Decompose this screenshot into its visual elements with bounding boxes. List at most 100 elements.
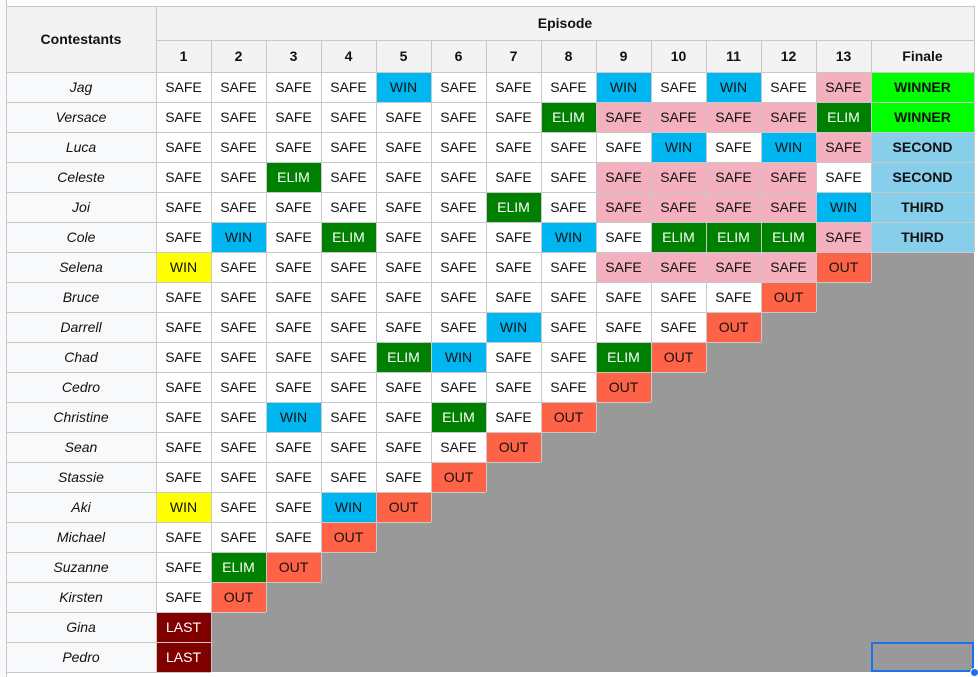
episode-column-header[interactable]: 5 bbox=[376, 40, 431, 72]
episode-result-cell[interactable]: SAFE bbox=[156, 312, 211, 342]
episode-result-cell[interactable]: ELIM bbox=[486, 192, 541, 222]
finale-result-cell[interactable]: SECOND bbox=[871, 162, 974, 192]
contestant-name[interactable]: Cedro bbox=[6, 372, 156, 402]
episode-result-cell[interactable]: SAFE bbox=[156, 372, 211, 402]
episode-result-cell[interactable]: OUT bbox=[266, 552, 321, 582]
episode-result-cell[interactable]: SAFE bbox=[266, 252, 321, 282]
episode-result-cell[interactable]: SAFE bbox=[541, 282, 596, 312]
episode-result-cell[interactable]: SAFE bbox=[651, 192, 706, 222]
episode-result-cell[interactable]: SAFE bbox=[266, 132, 321, 162]
episode-result-cell[interactable]: SAFE bbox=[156, 222, 211, 252]
episode-result-cell[interactable]: OUT bbox=[431, 462, 486, 492]
episode-result-cell[interactable]: SAFE bbox=[486, 402, 541, 432]
episode-result-cell[interactable]: SAFE bbox=[266, 462, 321, 492]
episode-result-cell[interactable]: SAFE bbox=[156, 582, 211, 612]
episode-column-header[interactable]: 6 bbox=[431, 40, 486, 72]
episode-result-cell[interactable]: ELIM bbox=[541, 102, 596, 132]
episode-result-cell[interactable]: OUT bbox=[596, 372, 651, 402]
episode-result-cell[interactable]: SAFE bbox=[211, 372, 266, 402]
episode-result-cell[interactable]: SAFE bbox=[431, 162, 486, 192]
episode-result-cell[interactable]: SAFE bbox=[376, 282, 431, 312]
episode-result-cell[interactable]: SAFE bbox=[541, 252, 596, 282]
episode-result-cell[interactable]: SAFE bbox=[541, 372, 596, 402]
contestant-name[interactable]: Cole bbox=[6, 222, 156, 252]
episode-result-cell[interactable]: OUT bbox=[816, 252, 871, 282]
episode-column-header[interactable]: 10 bbox=[651, 40, 706, 72]
episode-result-cell[interactable]: WIN bbox=[651, 132, 706, 162]
episode-result-cell[interactable]: SAFE bbox=[431, 192, 486, 222]
contestant-name[interactable]: Kirsten bbox=[6, 582, 156, 612]
contestant-name[interactable]: Darrell bbox=[6, 312, 156, 342]
episode-result-cell[interactable]: OUT bbox=[706, 312, 761, 342]
episode-result-cell[interactable]: SAFE bbox=[486, 282, 541, 312]
episode-result-cell[interactable]: SAFE bbox=[321, 372, 376, 402]
episode-result-cell[interactable]: OUT bbox=[486, 432, 541, 462]
episode-result-cell[interactable]: SAFE bbox=[321, 72, 376, 102]
episode-result-cell[interactable]: SAFE bbox=[651, 282, 706, 312]
episode-result-cell[interactable]: SAFE bbox=[376, 312, 431, 342]
episode-result-cell[interactable]: SAFE bbox=[376, 462, 431, 492]
episode-column-header[interactable]: 7 bbox=[486, 40, 541, 72]
episode-result-cell[interactable]: SAFE bbox=[321, 462, 376, 492]
contestants-header[interactable]: Contestants bbox=[6, 6, 156, 72]
episode-result-cell[interactable]: SAFE bbox=[706, 162, 761, 192]
contestant-name[interactable]: Aki bbox=[6, 492, 156, 522]
episode-result-cell[interactable]: OUT bbox=[211, 582, 266, 612]
episode-column-header[interactable]: 11 bbox=[706, 40, 761, 72]
episode-column-header[interactable]: 13 bbox=[816, 40, 871, 72]
episode-result-cell[interactable]: SAFE bbox=[321, 162, 376, 192]
episode-result-cell[interactable]: SAFE bbox=[596, 102, 651, 132]
episode-result-cell[interactable]: SAFE bbox=[156, 132, 211, 162]
contestant-name[interactable]: Gina bbox=[6, 612, 156, 642]
episode-result-cell[interactable]: SAFE bbox=[651, 252, 706, 282]
contestant-name[interactable]: Christine bbox=[6, 402, 156, 432]
episode-result-cell[interactable]: SAFE bbox=[211, 72, 266, 102]
contestant-name[interactable]: Bruce bbox=[6, 282, 156, 312]
contestant-name[interactable]: Celeste bbox=[6, 162, 156, 192]
finale-result-cell[interactable]: SECOND bbox=[871, 132, 974, 162]
episode-result-cell[interactable]: SAFE bbox=[706, 192, 761, 222]
episode-result-cell[interactable]: SAFE bbox=[431, 282, 486, 312]
episode-result-cell[interactable]: OUT bbox=[541, 402, 596, 432]
episode-result-cell[interactable]: SAFE bbox=[156, 192, 211, 222]
episode-result-cell[interactable]: SAFE bbox=[651, 102, 706, 132]
episode-result-cell[interactable]: ELIM bbox=[761, 222, 816, 252]
episode-result-cell[interactable]: OUT bbox=[376, 492, 431, 522]
episode-result-cell[interactable]: SAFE bbox=[541, 312, 596, 342]
episode-result-cell[interactable]: SAFE bbox=[211, 312, 266, 342]
contestant-name[interactable]: Michael bbox=[6, 522, 156, 552]
episode-result-cell[interactable]: SAFE bbox=[266, 192, 321, 222]
episode-result-cell[interactable]: WIN bbox=[486, 312, 541, 342]
selected-cell-highlight[interactable] bbox=[871, 642, 974, 672]
episode-result-cell[interactable]: SAFE bbox=[376, 432, 431, 462]
episode-result-cell[interactable]: ELIM bbox=[706, 222, 761, 252]
episode-result-cell[interactable]: SAFE bbox=[376, 132, 431, 162]
episode-result-cell[interactable]: SAFE bbox=[266, 102, 321, 132]
episode-result-cell[interactable]: SAFE bbox=[541, 162, 596, 192]
episode-result-cell[interactable]: SAFE bbox=[266, 282, 321, 312]
contestant-name[interactable]: Suzanne bbox=[6, 552, 156, 582]
episode-result-cell[interactable]: SAFE bbox=[266, 492, 321, 522]
episode-column-header[interactable]: 9 bbox=[596, 40, 651, 72]
episode-result-cell[interactable]: SAFE bbox=[266, 432, 321, 462]
episode-result-cell[interactable]: ELIM bbox=[266, 162, 321, 192]
episode-result-cell[interactable]: SAFE bbox=[486, 72, 541, 102]
episode-result-cell[interactable]: SAFE bbox=[486, 372, 541, 402]
episode-result-cell[interactable]: SAFE bbox=[431, 102, 486, 132]
episode-result-cell[interactable]: SAFE bbox=[211, 462, 266, 492]
episode-result-cell[interactable]: SAFE bbox=[156, 282, 211, 312]
episode-result-cell[interactable]: SAFE bbox=[596, 252, 651, 282]
episode-column-header[interactable]: 3 bbox=[266, 40, 321, 72]
episode-result-cell[interactable]: OUT bbox=[321, 522, 376, 552]
contestant-name[interactable]: Joi bbox=[6, 192, 156, 222]
selection-drag-handle[interactable] bbox=[970, 668, 978, 677]
episode-result-cell[interactable]: SAFE bbox=[321, 192, 376, 222]
episode-result-cell[interactable]: SAFE bbox=[156, 402, 211, 432]
episode-result-cell[interactable]: WIN bbox=[321, 492, 376, 522]
contestant-name[interactable]: Chad bbox=[6, 342, 156, 372]
episode-result-cell[interactable]: SAFE bbox=[761, 72, 816, 102]
finale-column-header[interactable]: Finale bbox=[871, 40, 974, 72]
episode-result-cell[interactable]: SAFE bbox=[376, 402, 431, 432]
episode-result-cell[interactable]: SAFE bbox=[156, 162, 211, 192]
episode-result-cell[interactable]: SAFE bbox=[486, 222, 541, 252]
